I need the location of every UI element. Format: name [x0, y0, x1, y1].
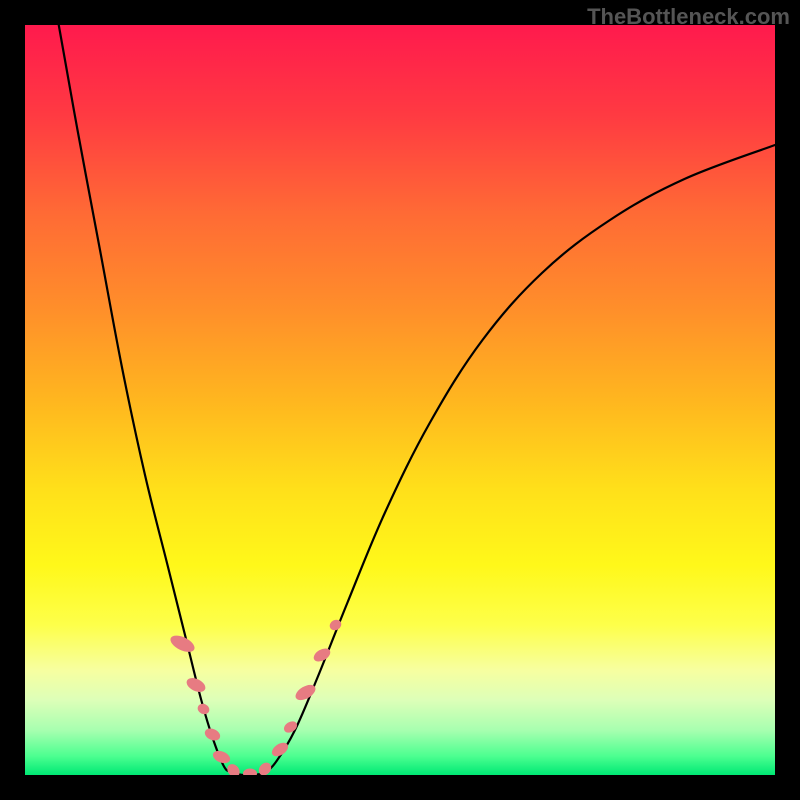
bottleneck-chart: [0, 0, 800, 800]
chart-frame: TheBottleneck.com: [0, 0, 800, 800]
watermark-text: TheBottleneck.com: [587, 4, 790, 30]
plot-background: [25, 25, 775, 775]
